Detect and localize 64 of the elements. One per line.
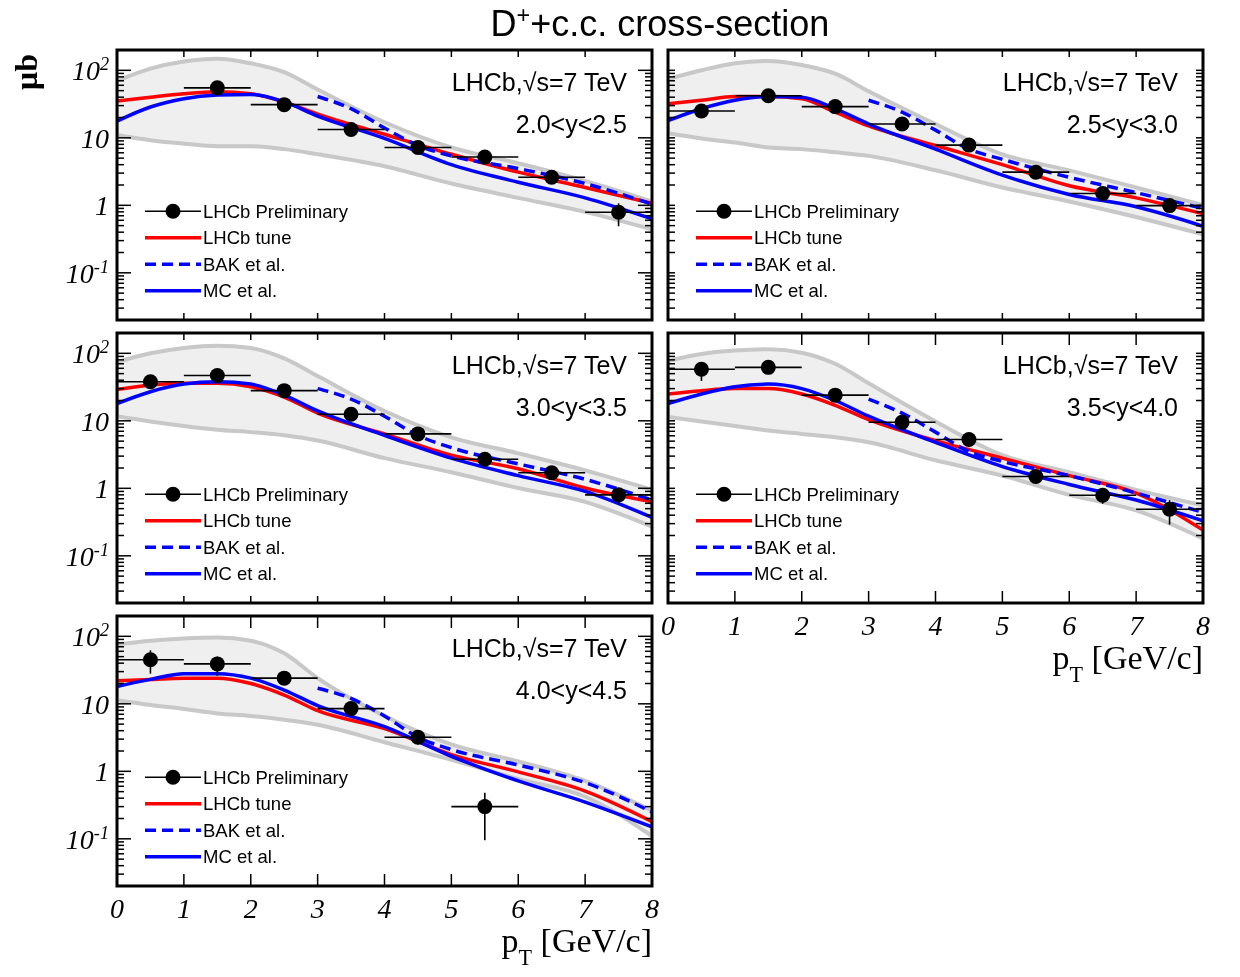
x-tick-label: 2 bbox=[243, 893, 258, 924]
annotation: LHCb,√s=7 TeV bbox=[451, 68, 628, 96]
y-tick-label: 10 bbox=[81, 688, 109, 720]
x-tick-label: 8 bbox=[645, 893, 659, 924]
legend-label: LHCb tune bbox=[754, 510, 843, 532]
annotation: 2.5<y<3.0 bbox=[1066, 110, 1178, 138]
y-tick-label: 10$^{-1}$ bbox=[65, 256, 109, 289]
x-tick-label: 1 bbox=[727, 610, 742, 641]
x-tick-label: 3 bbox=[860, 610, 876, 641]
legend-label: LHCb Preliminary bbox=[754, 200, 900, 222]
annotation: 4.0<y<4.5 bbox=[515, 676, 627, 704]
legend-label: BAK et al. bbox=[203, 536, 286, 558]
y-tick-label: 10$^{2}$ bbox=[71, 620, 109, 653]
y-tick-label: 1 bbox=[95, 756, 109, 788]
legend-label: LHCb Preliminary bbox=[203, 483, 349, 505]
y-axis-title: μb bbox=[8, 54, 44, 90]
chart-title: D$^{+}$+c.c. cross-section bbox=[490, 2, 830, 44]
legend-label: LHCb tune bbox=[203, 793, 292, 815]
legend-label: LHCb tune bbox=[754, 227, 843, 249]
x-tick-label: 0 bbox=[110, 893, 124, 924]
x-axis-title: p$_{T}$ [GeV/c] bbox=[1052, 639, 1203, 687]
y-tick-label: 1 bbox=[95, 473, 109, 505]
annotation: LHCb,√s=7 TeV bbox=[1002, 68, 1179, 96]
y-tick-label: 10$^{2}$ bbox=[71, 54, 109, 87]
x-tick-label: 0 bbox=[661, 610, 675, 641]
x-tick-label: 6 bbox=[1062, 610, 1077, 641]
x-tick-label: 5 bbox=[444, 893, 459, 924]
annotation: LHCb,√s=7 TeV bbox=[1002, 351, 1179, 379]
legend-label: BAK et al. bbox=[203, 819, 286, 841]
annotation: 3.0<y<3.5 bbox=[515, 393, 627, 421]
legend-label: MC et al. bbox=[203, 563, 278, 585]
y-tick-label: 10$^{2}$ bbox=[71, 337, 109, 370]
x-tick-label: 3 bbox=[309, 893, 325, 924]
x-tick-label: 7 bbox=[1129, 610, 1145, 641]
legend-label: MC et al. bbox=[754, 563, 829, 585]
legend-label: LHCb Preliminary bbox=[754, 483, 900, 505]
legend-label: MC et al. bbox=[203, 846, 278, 868]
x-tick-label: 4 bbox=[928, 610, 943, 641]
annotation: LHCb,√s=7 TeV bbox=[451, 351, 628, 379]
annotation: LHCb,√s=7 TeV bbox=[451, 634, 628, 662]
y-tick-label: 10$^{-1}$ bbox=[65, 822, 109, 855]
legend-label: MC et al. bbox=[203, 280, 278, 302]
legend-label: LHCb Preliminary bbox=[203, 766, 349, 788]
annotation: 2.0<y<2.5 bbox=[515, 110, 627, 138]
x-tick-label: 8 bbox=[1196, 610, 1210, 641]
x-tick-label: 7 bbox=[578, 893, 594, 924]
y-tick-label: 1 bbox=[95, 190, 109, 222]
legend-label: LHCb tune bbox=[203, 227, 292, 249]
legend-label: LHCb tune bbox=[203, 510, 292, 532]
x-tick-label: 4 bbox=[377, 893, 392, 924]
legend-label: BAK et al. bbox=[754, 253, 837, 275]
annotation: 3.5<y<4.0 bbox=[1066, 393, 1178, 421]
legend-label: MC et al. bbox=[754, 280, 829, 302]
legend-label: BAK et al. bbox=[754, 536, 837, 558]
legend-label: BAK et al. bbox=[203, 253, 286, 275]
x-tick-label: 1 bbox=[176, 893, 191, 924]
x-axis-title: p$_{T}$ [GeV/c] bbox=[501, 922, 652, 970]
legend-label: LHCb Preliminary bbox=[203, 200, 349, 222]
y-tick-label: 10$^{-1}$ bbox=[65, 539, 109, 572]
y-tick-label: 10 bbox=[81, 122, 109, 154]
x-tick-label: 2 bbox=[794, 610, 809, 641]
x-tick-label: 5 bbox=[995, 610, 1010, 641]
y-tick-label: 10 bbox=[81, 405, 109, 437]
x-tick-label: 6 bbox=[511, 893, 526, 924]
